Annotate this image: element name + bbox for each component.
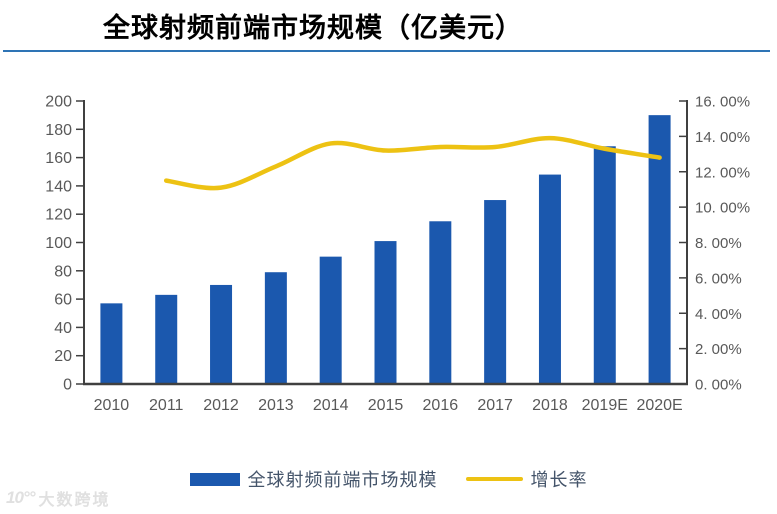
left-axis-label: 60 xyxy=(54,292,72,309)
x-axis-label: 2015 xyxy=(368,397,404,414)
legend-item-market-size: 全球射频前端市场规模 xyxy=(189,466,438,492)
right-axis-label: 10. 00% xyxy=(695,200,750,217)
bar-2016 xyxy=(429,221,452,384)
legend-label-growth-rate: 增长率 xyxy=(530,470,588,490)
legend-item-growth-rate: 增长率 xyxy=(465,466,588,492)
chart-legend: 全球射频前端市场规模 增长率 xyxy=(0,466,777,492)
right-axis-label: 2. 00% xyxy=(695,341,742,358)
bar-2014 xyxy=(319,256,342,384)
left-axis-label: 120 xyxy=(45,207,72,224)
left-axis-label: 100 xyxy=(45,235,72,252)
title-underline xyxy=(3,50,770,52)
x-axis-label: 2016 xyxy=(423,397,459,414)
right-axis-label: 14. 00% xyxy=(695,129,750,146)
right-axis-label: 12. 00% xyxy=(695,164,750,181)
line-series-swatch xyxy=(465,477,523,481)
bar-2015 xyxy=(374,241,397,384)
right-axis-label: 8. 00% xyxy=(695,235,742,252)
x-axis-label: 2020E xyxy=(636,397,682,414)
left-axis-label: 140 xyxy=(45,178,72,195)
bar-2010 xyxy=(100,303,123,384)
watermark-text: 大数跨境 xyxy=(38,492,111,509)
chart-title: 全球射频前端市场规模（亿美元） xyxy=(103,13,523,43)
left-axis-label: 80 xyxy=(54,263,72,280)
left-axis-label: 0 xyxy=(63,377,72,394)
left-axis-label: 20 xyxy=(54,348,72,365)
legend-label-market-size: 全球射频前端市场规模 xyxy=(247,470,438,490)
x-axis-label: 2014 xyxy=(313,397,349,414)
x-axis-label: 2010 xyxy=(94,397,130,414)
x-axis-label: 2011 xyxy=(149,397,184,414)
watermark: 10°° 大数跨境 xyxy=(6,486,111,510)
watermark-logo-icon: 10°° xyxy=(6,488,35,507)
left-axis-label: 40 xyxy=(54,320,72,337)
chart-canvas: 0 20 40 60 80 100 120 140 160 180 200 0. 00% 2. 00% 4… xyxy=(45,94,750,415)
left-axis-label: 200 xyxy=(45,94,72,111)
bar-series-swatch xyxy=(189,472,240,486)
bar-2012 xyxy=(210,284,233,384)
right-axis-label: 0. 00% xyxy=(695,377,742,394)
left-axis-label: 180 xyxy=(45,122,72,139)
bar-2018 xyxy=(538,174,561,384)
x-axis-label: 2013 xyxy=(258,397,294,414)
bar-2020E xyxy=(648,115,671,385)
bar-2019E xyxy=(593,146,616,384)
x-axis-label: 2012 xyxy=(203,397,239,414)
right-axis-label: 6. 00% xyxy=(695,270,742,287)
right-axis-label: 16. 00% xyxy=(695,94,750,111)
x-axis-label: 2017 xyxy=(477,397,513,414)
right-axis-label: 4. 00% xyxy=(695,306,742,323)
bar-2013 xyxy=(264,272,287,384)
x-axis-label: 2018 xyxy=(532,397,568,414)
growth-rate-line xyxy=(163,135,662,191)
x-axis-label: 2019E xyxy=(582,397,628,414)
bar-2011 xyxy=(155,294,178,384)
bar-2017 xyxy=(484,200,507,384)
left-axis-label: 160 xyxy=(45,150,72,167)
